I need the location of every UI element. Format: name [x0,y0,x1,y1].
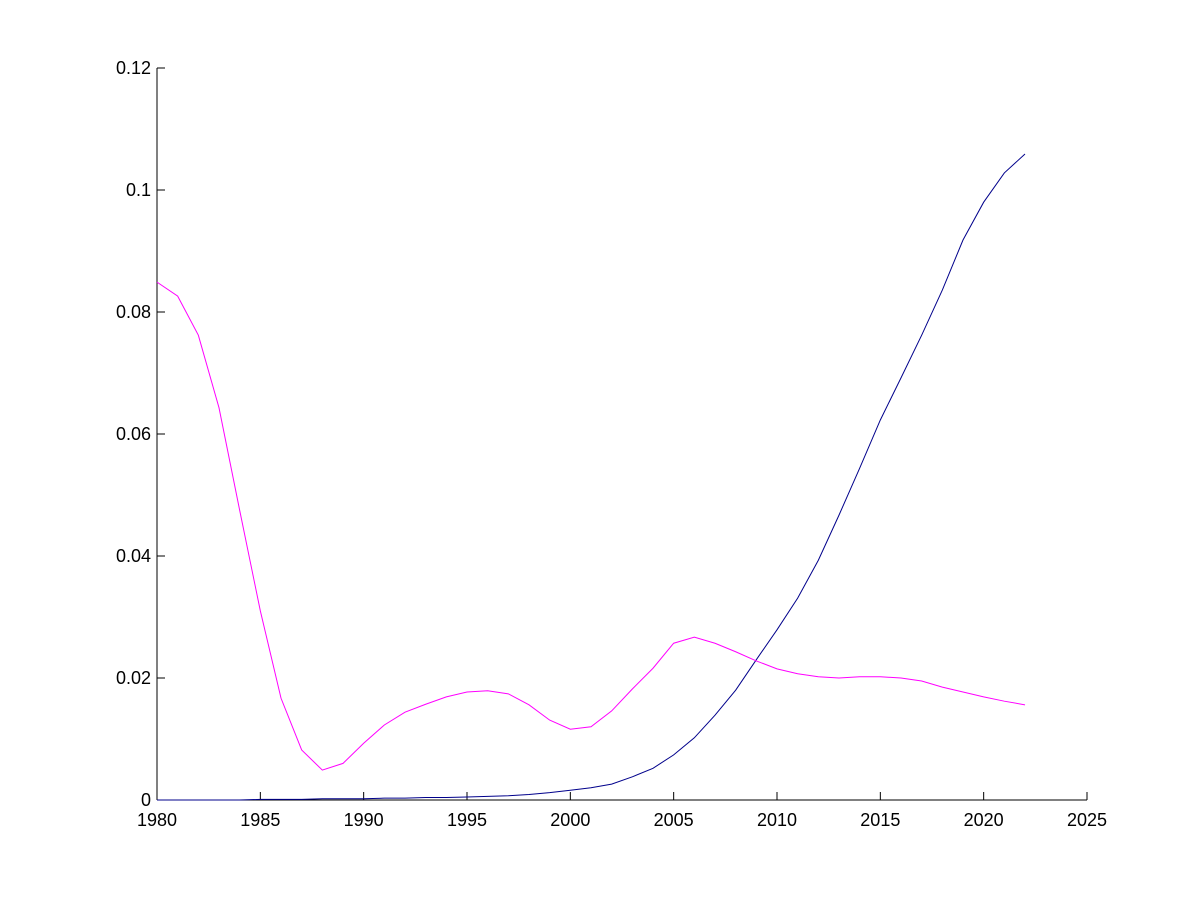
x-tick-label: 2025 [1067,810,1107,830]
x-tick-label: 1985 [240,810,280,830]
x-tick-label: 2000 [550,810,590,830]
y-tick-label: 0.02 [116,668,151,688]
series-line [156,281,1026,771]
y-tick-label: 0.1 [126,180,151,200]
x-tick-label: 1980 [137,810,177,830]
x-tick-label: 1995 [447,810,487,830]
y-tick-label: 0.06 [116,424,151,444]
x-tick-label: 2010 [757,810,797,830]
x-tick-label: 2005 [654,810,694,830]
y-tick-label: 0.12 [116,58,151,78]
series-line [157,153,1026,801]
x-tick-label: 2015 [860,810,900,830]
y-tick-label: 0.04 [116,546,151,566]
y-tick-label: 0.08 [116,302,151,322]
x-tick-label: 1990 [344,810,384,830]
y-tick-label: 0 [141,790,151,810]
x-tick-label: 2020 [964,810,1004,830]
